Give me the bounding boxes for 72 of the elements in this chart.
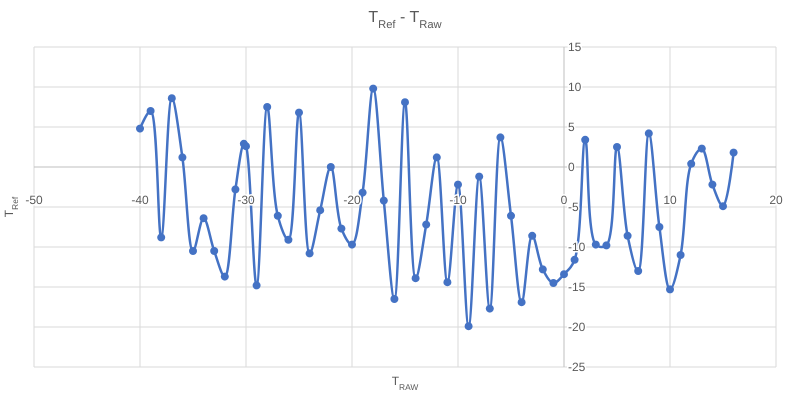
- point: [200, 214, 208, 222]
- x-axis-title: T$_{RAW}$: [392, 374, 418, 392]
- point: [634, 267, 642, 275]
- y-tick-label: 10: [568, 80, 582, 94]
- point: [581, 136, 590, 144]
- point: [231, 185, 240, 194]
- point: [666, 285, 674, 294]
- point: [252, 281, 261, 290]
- point: [390, 295, 398, 303]
- x-tick-label: -50: [25, 193, 43, 207]
- point: [454, 180, 462, 189]
- point: [337, 224, 346, 233]
- point: [432, 153, 441, 162]
- point: [358, 188, 367, 197]
- point: [412, 274, 420, 282]
- point: [306, 249, 314, 258]
- x-tick-label: 10: [663, 193, 677, 207]
- point: [518, 298, 526, 306]
- point: [146, 107, 155, 115]
- point: [443, 278, 452, 286]
- point: [486, 304, 494, 313]
- y-tick-label: -25: [568, 360, 586, 374]
- point: [401, 98, 409, 106]
- point: [369, 84, 378, 93]
- point: [496, 133, 504, 142]
- point: [263, 103, 272, 111]
- point: [644, 129, 653, 138]
- x-tick-label: 20: [769, 193, 783, 207]
- point: [178, 153, 186, 162]
- point: [719, 202, 727, 210]
- point: [560, 270, 568, 278]
- point: [220, 272, 229, 281]
- point: [242, 142, 250, 150]
- point: [189, 247, 197, 255]
- y-tick-label: 5: [568, 120, 575, 134]
- point: [592, 240, 600, 249]
- point: [538, 265, 547, 274]
- point: [602, 241, 610, 250]
- point: [676, 251, 685, 259]
- point: [655, 223, 664, 231]
- point: [464, 322, 473, 330]
- point: [549, 279, 558, 287]
- point: [624, 232, 632, 240]
- chart-title: T$_{Ref}$ - T$_{Raw}$: [368, 9, 443, 31]
- point: [284, 236, 292, 244]
- x-tick-label: -20: [343, 193, 361, 207]
- point: [326, 163, 335, 171]
- y-tick-label: -20: [568, 320, 586, 334]
- point: [570, 256, 579, 264]
- y-tick-label: -15: [568, 280, 586, 294]
- point: [613, 143, 621, 151]
- y-tick-label: -5: [568, 200, 579, 214]
- point: [475, 172, 484, 181]
- point: [507, 212, 515, 220]
- x-tick-label: -40: [131, 193, 149, 207]
- point: [708, 180, 716, 189]
- point: [698, 144, 706, 153]
- point: [422, 220, 430, 229]
- point: [274, 212, 282, 220]
- point: [168, 94, 176, 102]
- point: [210, 247, 218, 255]
- point: [730, 148, 738, 157]
- point: [316, 206, 324, 214]
- point: [687, 160, 696, 168]
- point: [157, 233, 166, 242]
- point: [136, 124, 144, 133]
- point: [380, 196, 388, 205]
- point: [295, 108, 303, 117]
- y-tick-label: 0: [568, 160, 575, 174]
- y-tick-label: 15: [568, 40, 582, 54]
- point: [348, 240, 356, 249]
- point: [528, 232, 536, 240]
